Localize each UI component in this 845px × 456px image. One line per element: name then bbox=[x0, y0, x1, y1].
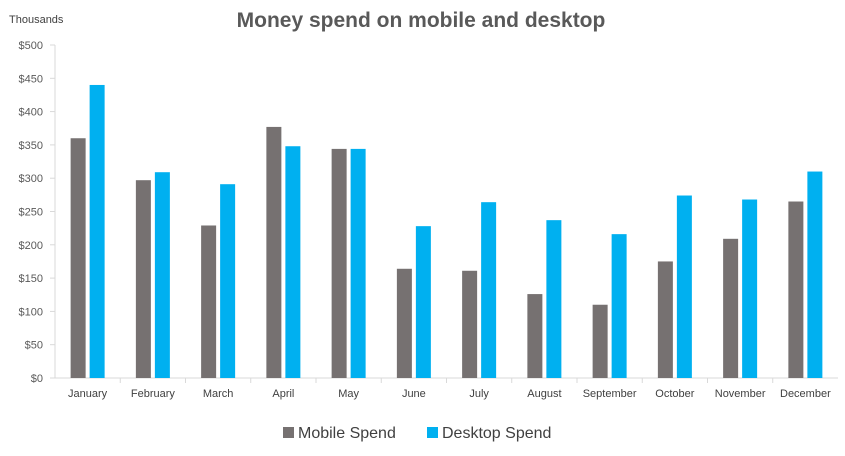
x-tick-label: December bbox=[780, 388, 831, 400]
legend-swatch bbox=[427, 427, 438, 438]
bar-desktop-spend bbox=[611, 234, 627, 378]
bar-mobile-spend bbox=[462, 270, 478, 378]
bar-mobile-spend bbox=[396, 268, 412, 378]
bar-desktop-spend bbox=[481, 202, 497, 378]
y-tick-label: $350 bbox=[19, 140, 43, 152]
x-tick-label: July bbox=[469, 388, 489, 400]
bar-mobile-spend bbox=[266, 126, 282, 378]
bar-desktop-spend bbox=[154, 172, 170, 378]
bar-mobile-spend bbox=[657, 261, 673, 378]
y-tick-label: $50 bbox=[25, 340, 43, 352]
legend-label: Mobile Spend bbox=[298, 425, 396, 442]
bar-desktop-spend bbox=[350, 148, 366, 378]
bar-series-group bbox=[70, 84, 823, 379]
y-tick-label: $150 bbox=[19, 273, 43, 285]
bar-mobile-spend bbox=[201, 225, 217, 378]
bar-desktop-spend bbox=[546, 220, 562, 378]
bar-mobile-spend bbox=[527, 294, 543, 378]
bar-mobile-spend bbox=[135, 180, 151, 378]
x-tick-label: October bbox=[655, 388, 694, 400]
x-axis: January February March April May June July Augu… bbox=[55, 377, 838, 400]
bar-mobile-spend bbox=[723, 238, 739, 378]
bar-mobile-spend bbox=[788, 201, 804, 378]
chart-legend: Mobile Spend Desktop Spend bbox=[283, 425, 551, 442]
bar-desktop-spend bbox=[676, 195, 692, 378]
legend-label: Desktop Spend bbox=[442, 425, 551, 442]
y-tick-label: $400 bbox=[19, 107, 43, 119]
bar-desktop-spend bbox=[415, 226, 431, 378]
chart-title: Money spend on mobile and desktop bbox=[237, 9, 606, 32]
y-tick-label: $0 bbox=[31, 373, 43, 385]
y-tick-label: $500 bbox=[19, 40, 43, 52]
y-tick-label: $100 bbox=[19, 306, 43, 318]
bar-mobile-spend bbox=[70, 138, 86, 378]
x-tick-label: February bbox=[131, 388, 176, 400]
y-tick-label: $450 bbox=[19, 73, 43, 85]
x-tick-label: March bbox=[203, 388, 234, 400]
bar-desktop-spend bbox=[742, 199, 758, 378]
bar-mobile-spend bbox=[331, 148, 347, 378]
bar-mobile-spend bbox=[592, 304, 608, 378]
unit-label: Thousands bbox=[9, 14, 64, 26]
bar-desktop-spend bbox=[220, 184, 236, 378]
legend-swatch bbox=[283, 427, 294, 438]
x-tick-label: June bbox=[402, 388, 426, 400]
x-tick-label: August bbox=[527, 388, 561, 400]
x-tick-label: January bbox=[68, 388, 108, 400]
bar-desktop-spend bbox=[807, 171, 823, 378]
y-tick-label: $300 bbox=[19, 173, 43, 185]
y-tick-label: $250 bbox=[19, 207, 43, 219]
x-tick-label: April bbox=[272, 388, 294, 400]
x-tick-label: May bbox=[338, 388, 359, 400]
bar-desktop-spend bbox=[285, 146, 301, 378]
bar-desktop-spend bbox=[89, 84, 105, 379]
x-tick-label: November bbox=[715, 388, 766, 400]
y-tick-label: $200 bbox=[19, 240, 43, 252]
y-axis: $0 $50 $100 $150 $200 $250 $300 $350 $400 $450 $50… bbox=[19, 40, 56, 385]
x-tick-label: September bbox=[583, 388, 637, 400]
